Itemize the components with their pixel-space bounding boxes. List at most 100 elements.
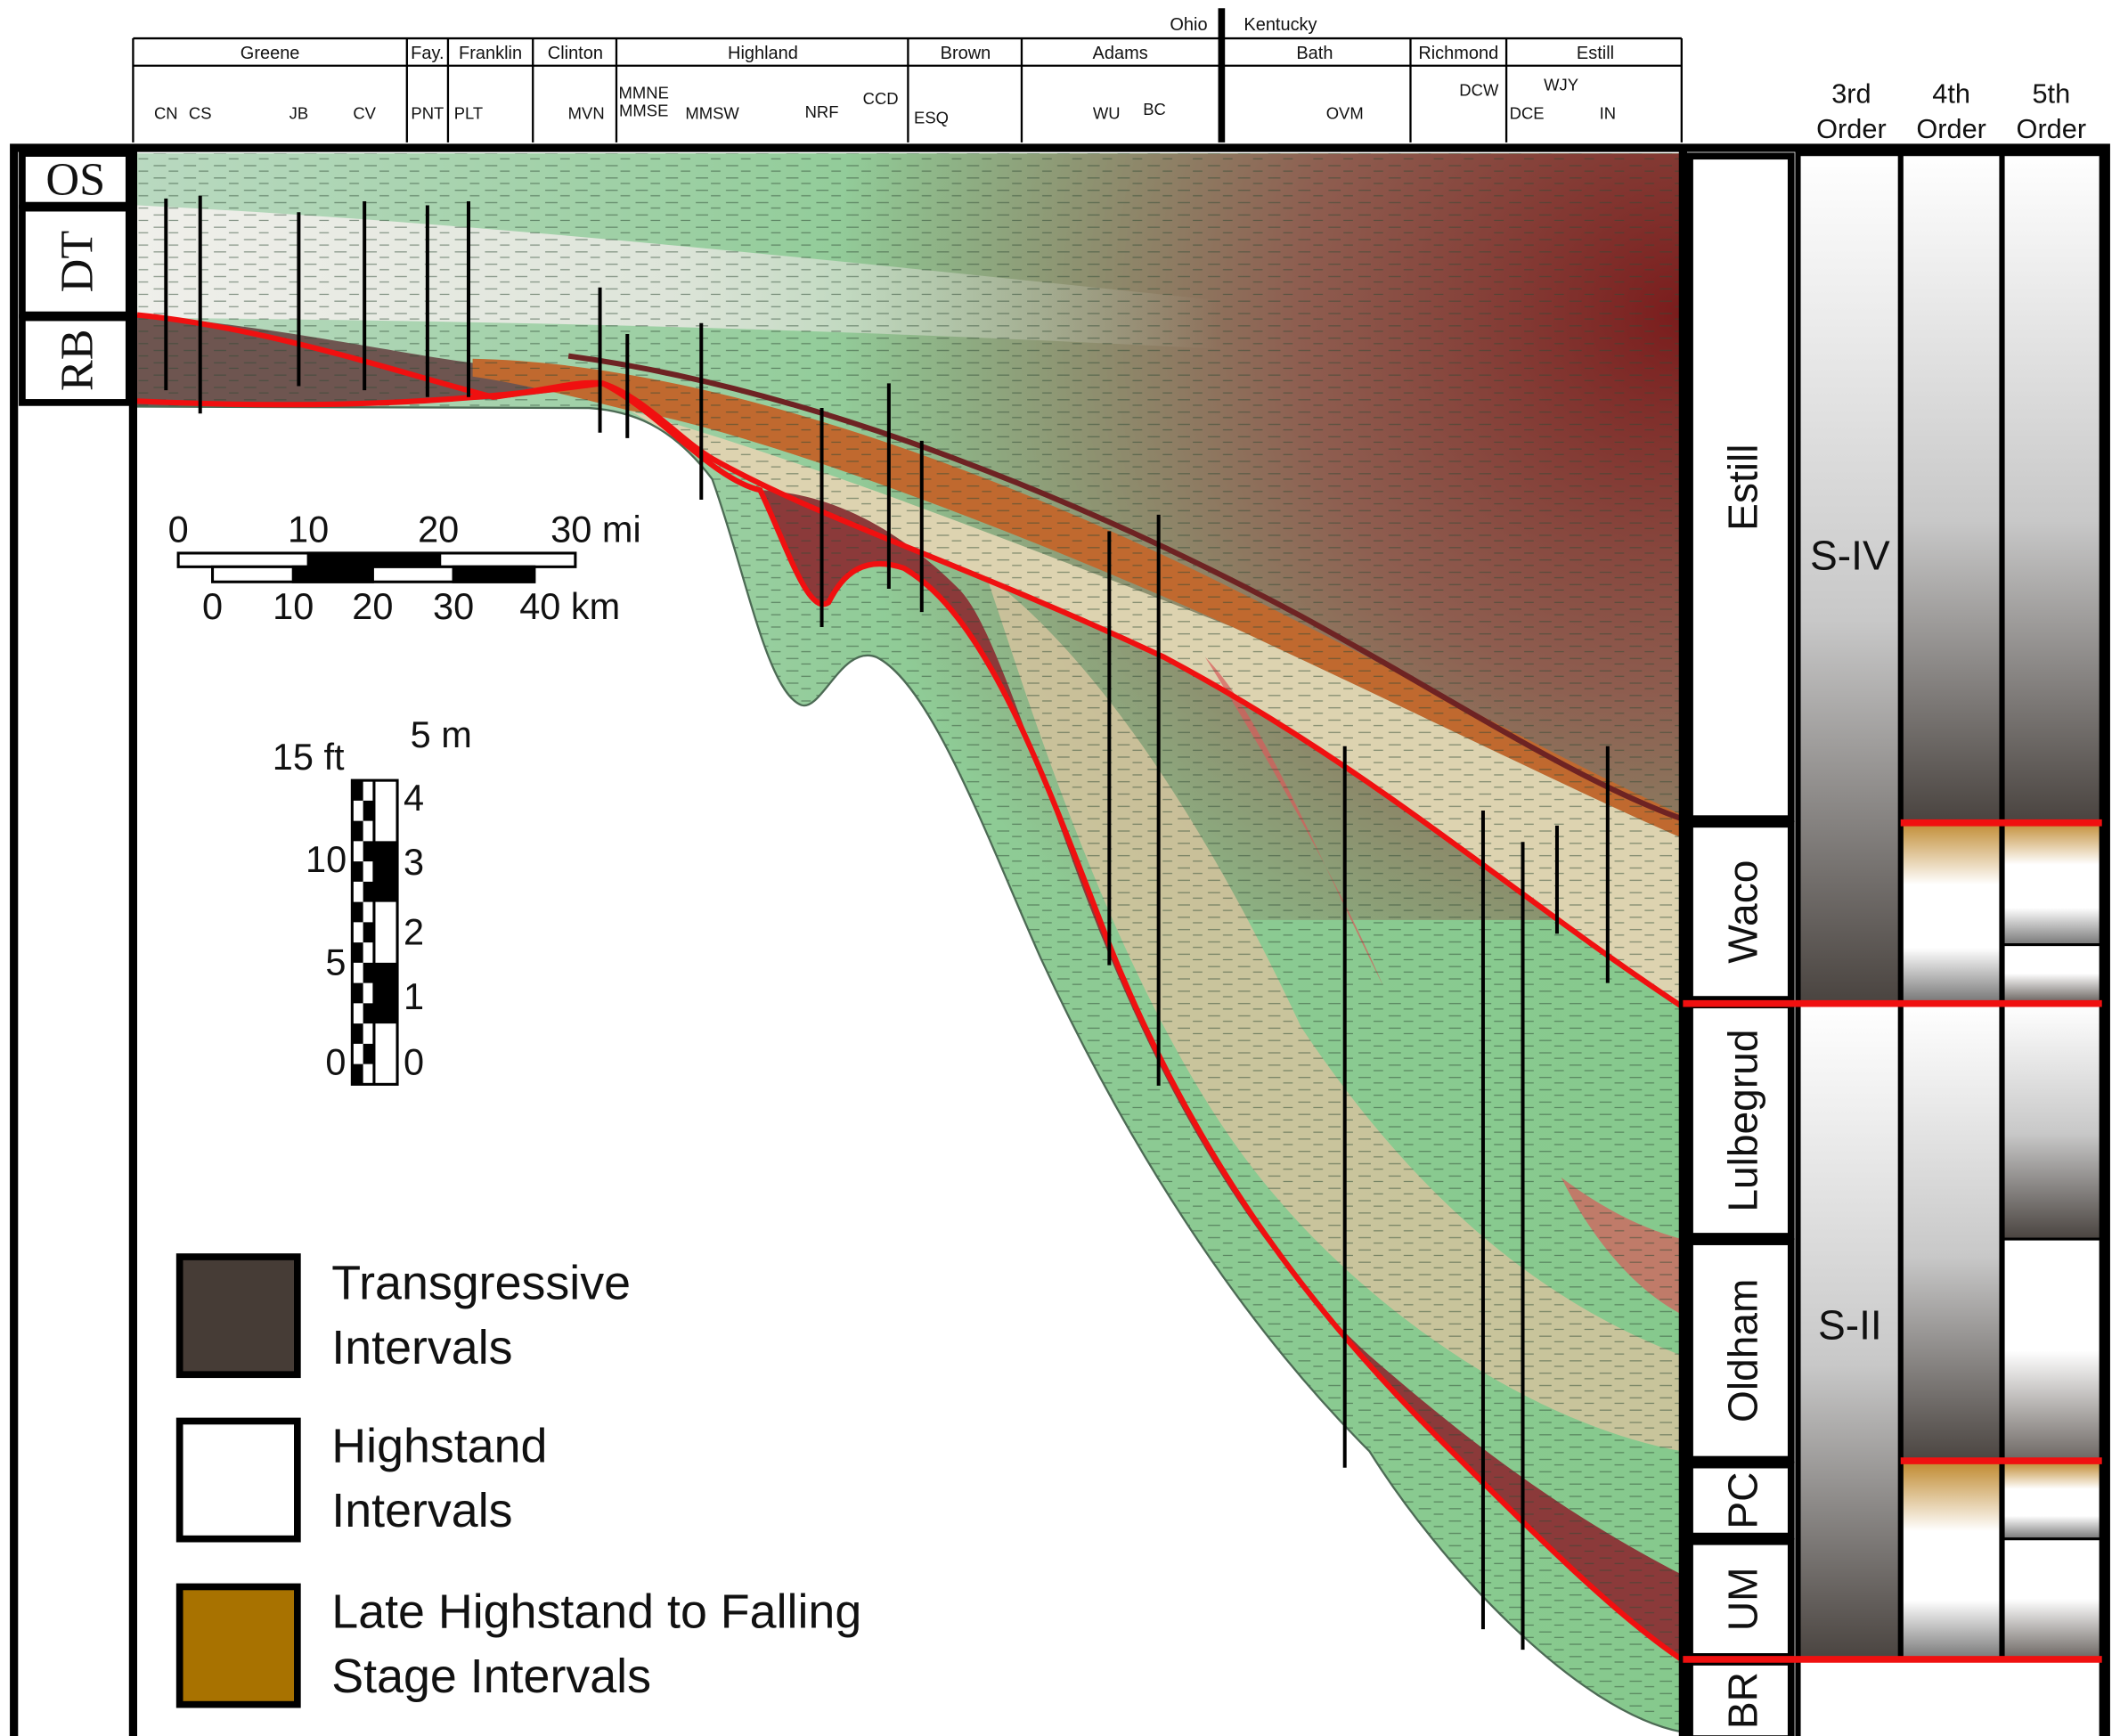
- scale-label: 10: [288, 509, 329, 550]
- order-columns: [1683, 151, 2105, 1736]
- county-label: Franklin: [459, 44, 522, 63]
- scale-block: [352, 820, 363, 842]
- well-label: WU: [1093, 104, 1121, 123]
- well-label: IN: [1600, 104, 1616, 123]
- scale-block: [373, 841, 398, 902]
- well-label: CN: [154, 104, 178, 123]
- frame: [10, 143, 2110, 1736]
- well-label: CV: [353, 104, 376, 123]
- order-word: Order: [2017, 113, 2087, 144]
- scale-label: 40 km: [519, 585, 620, 627]
- well-label: OVM: [1326, 104, 1364, 123]
- scale-label: 5 m: [411, 713, 472, 755]
- well-label: BC: [1143, 100, 1166, 118]
- formation-box: [1686, 152, 1795, 823]
- formation-box: [1686, 820, 1795, 1003]
- scale-block: [363, 962, 374, 983]
- scale-label: 3: [404, 841, 424, 883]
- legend-label: Intervals: [331, 1321, 512, 1374]
- sequence-label: S-IV: [1810, 532, 1890, 578]
- well-label: CS: [189, 104, 212, 123]
- county-label: Fay.: [411, 44, 444, 63]
- formation-box: [1686, 1001, 1795, 1240]
- well-label: MMSE: [619, 102, 668, 120]
- scale-block: [363, 922, 374, 943]
- well-label: ESQ: [914, 108, 949, 126]
- formation-label: Oldham: [1719, 1279, 1765, 1422]
- well-label: CCD: [863, 89, 899, 108]
- scale-block: [352, 942, 363, 963]
- scale-label: 0: [325, 1041, 346, 1083]
- scale-label: 4: [404, 777, 424, 819]
- section-base: [137, 405, 1683, 1733]
- well-label: PNT: [411, 104, 444, 123]
- scale-label: 30 mi: [550, 509, 640, 550]
- well-label: PLT: [454, 104, 483, 123]
- unit-label: OS: [45, 153, 105, 205]
- formation-label: PC: [1719, 1472, 1765, 1529]
- county-label: Brown: [941, 44, 991, 63]
- county-label: Estill: [1577, 44, 1614, 63]
- county-label: Clinton: [548, 44, 603, 63]
- sequence-label: S-II: [1818, 1301, 1882, 1348]
- legend-label: Highstand: [331, 1420, 547, 1473]
- vertical-scale: [350, 778, 399, 1086]
- unit-label: DT: [51, 231, 102, 293]
- header-grid: [132, 37, 1683, 143]
- county-label: Adams: [1093, 44, 1148, 63]
- scale-block: [352, 780, 363, 801]
- legend-label: Intervals: [331, 1484, 512, 1537]
- formation-label: UM: [1719, 1567, 1765, 1631]
- order-rank: 5th: [2032, 77, 2070, 109]
- scale-label: 0: [404, 1041, 424, 1083]
- map-scale: [176, 551, 577, 583]
- scale-block: [373, 962, 398, 1024]
- scale-label: 2: [404, 911, 424, 953]
- well-label: DCW: [1459, 81, 1499, 100]
- scale-label: 20: [418, 509, 459, 550]
- scale-block: [363, 1003, 374, 1024]
- county-label: Greene: [241, 44, 300, 63]
- order-rank: 4th: [1932, 77, 1970, 109]
- scale-label: 10: [306, 838, 347, 880]
- county-label: Richmond: [1418, 44, 1498, 63]
- marker-bed: [567, 353, 1683, 822]
- scale-block: [352, 861, 363, 882]
- well-label: MMNE: [619, 84, 669, 102]
- scale-block: [352, 982, 363, 1004]
- formation-box: [1686, 1461, 1795, 1540]
- unit-label: RB: [51, 329, 102, 391]
- scale-label: 5: [325, 941, 346, 982]
- sequence-boundary: [136, 312, 1684, 1009]
- state-label: Ohio: [1170, 15, 1207, 35]
- well-label: NRF: [805, 102, 839, 121]
- sequence-boundary: [136, 380, 1684, 1662]
- scale-block: [352, 1023, 363, 1044]
- formation-label: BR: [1719, 1672, 1765, 1729]
- well-label: JB: [289, 104, 309, 123]
- scale-label: 20: [352, 585, 393, 627]
- well-label: WJY: [1544, 75, 1578, 94]
- legend: [175, 1253, 301, 1708]
- order-rank: 3rd: [1831, 77, 1871, 109]
- well-label: MMSW: [685, 104, 739, 123]
- scale-label: 0: [168, 509, 189, 550]
- scale-label: 30: [433, 585, 474, 627]
- scale-label: 1: [404, 975, 424, 1017]
- scale-block: [352, 901, 363, 923]
- order-word: Order: [1916, 113, 1986, 144]
- scale-block: [363, 881, 374, 902]
- scale-label: 0: [202, 585, 223, 627]
- legend-label: Transgressive: [331, 1257, 631, 1310]
- legend-label: Late Highstand to Falling: [331, 1585, 861, 1639]
- well-label: DCE: [1510, 104, 1545, 123]
- unit-box: [19, 204, 133, 319]
- formation-label: Estill: [1719, 444, 1765, 531]
- scale-block: [363, 841, 374, 862]
- scale-block: [363, 800, 374, 821]
- formation-label: Lulbegrud: [1719, 1030, 1765, 1212]
- county-label: Bath: [1296, 44, 1333, 63]
